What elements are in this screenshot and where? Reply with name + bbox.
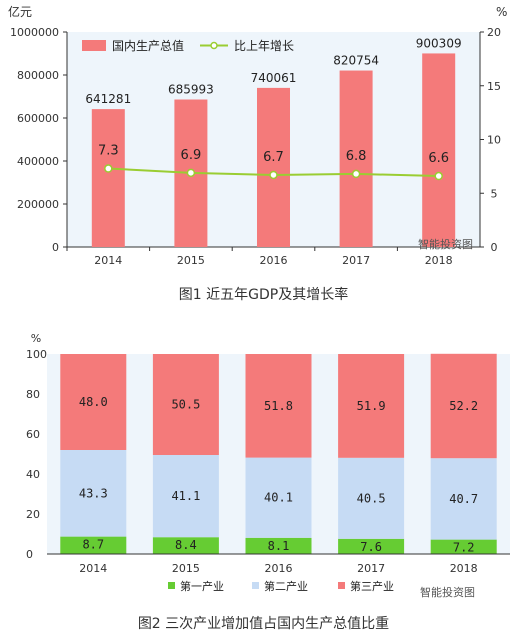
x-tick-label: 2014 [79,562,107,575]
y2-tick-label: 10 [487,134,501,147]
x-tick-label: 2014 [94,254,122,267]
share-bar-segment [430,539,497,554]
share-bar-segment [60,536,127,554]
legend-swatch [252,582,259,589]
y-tick-label: 0 [52,241,59,254]
legend-line-label: 比上年增长 [234,39,294,53]
y-tick-label: 80 [26,388,40,401]
gdp-bar-label: 820754 [333,54,379,68]
share-bar-segment [60,354,127,450]
growth-label: 6.9 [181,148,202,163]
y-tick-label: 40 [26,468,40,481]
share-value-label: 50.5 [171,398,200,412]
figure-caption: 图1 近五年GDP及其增长率 [178,287,349,303]
watermark: 智能投资图 [420,586,475,599]
share-value-label: 7.6 [360,540,382,554]
growth-point [186,168,196,178]
gdp-bar [422,53,456,247]
watermark: 智能投资图 [418,238,473,251]
share-bar-segment [430,353,497,459]
share-bar-segment [245,354,312,458]
growth-point [269,170,278,180]
gdp-bar-label: 900309 [416,36,462,50]
y-axis-unit: % [31,332,41,345]
y2-tick-label: 5 [491,187,498,200]
share-bar-segment [430,458,497,540]
y-tick-label: 1000000 [10,26,59,39]
growth-label: 6.6 [428,151,449,166]
x-tick-label: 2016 [265,562,293,575]
growth-label: 6.8 [346,149,367,164]
legend-label: 第一产业 [180,579,224,593]
gdp-bar-label: 685993 [168,83,214,97]
growth-point [351,169,361,179]
x-tick-label: 2018 [425,254,453,267]
legend-bar-swatch [82,40,106,51]
gdp-bar [339,70,373,247]
share-value-label: 51.9 [357,399,386,413]
share-bar-segment [60,450,127,537]
legend-bar-label: 国内生产总值 [112,38,184,53]
growth-point [104,164,113,173]
x-tick-label: 2018 [450,562,478,575]
y-tick-label: 800000 [17,69,59,82]
gdp-chart-svg: 0 200000 400000 600000 800000 1000000 0 5 10 15 20… [8,4,507,267]
x-tick-label: 2017 [357,562,385,575]
y-tick-label: 200000 [17,198,59,211]
share-bar-segment [245,537,312,554]
gdp-bar-label: 740061 [251,71,297,85]
share-bar-segment [152,354,219,455]
share-value-label: 51.8 [264,399,293,413]
legend-label: 第二产业 [264,579,308,593]
share-bar-segment [338,354,405,458]
share-value-label: 40.5 [357,491,386,505]
growth-point [434,171,443,181]
share-bar-segment [338,457,405,539]
x-tick-label: 2016 [260,254,288,267]
legend-label: 第三产业 [350,579,394,593]
share-bar-segment [338,538,405,554]
y-tick-label: 400000 [17,155,59,168]
industry-share-chart-svg: 0 20 40 60 80 100% 8.7 43.3 48.0 8.4 41.1 50.5 8.1 40… [26,332,510,593]
share-value-label: 40.7 [449,492,478,506]
share-value-label: 8.7 [82,538,104,552]
y-tick-label: 60 [26,428,40,441]
x-tick-label: 2015 [172,562,200,575]
gdp-bar-label: 641281 [85,92,131,106]
x-tick-label: 2015 [177,254,205,267]
share-value-label: 8.1 [268,539,290,553]
growth-label: 6.7 [263,150,284,165]
legend-swatch [168,582,175,589]
figure-caption: 图2 三次产业增加值占国内生产总值比重 [137,616,390,632]
y-tick-label: 600000 [17,112,59,125]
share-bar-segment [152,455,219,538]
industry-share-chart: 0 20 40 60 80 100% 8.7 43.3 48.0 8.4 41.1 50.5 8.1 40… [0,318,527,638]
legend-swatch [338,582,345,589]
share-value-label: 40.1 [264,491,293,505]
y2-tick-label: 20 [487,26,501,39]
y-tick-label: 0 [26,548,33,561]
share-value-label: 48.0 [79,395,108,409]
share-value-label: 43.3 [79,486,108,500]
gdp-bar [257,87,290,247]
share-bar-segment [245,457,312,538]
y2-tick-label: 0 [491,241,498,254]
growth-label: 7.3 [98,144,119,159]
y2-tick-label: 15 [487,80,501,93]
share-value-label: 52.2 [449,399,478,413]
share-value-label: 41.1 [171,489,200,503]
y-axis-unit: 亿元 [8,4,32,19]
share-bar-segment [152,537,219,554]
share-value-label: 8.4 [175,538,197,552]
legend-line-marker [210,41,218,50]
share-value-label: 7.2 [453,541,475,555]
gdp-chart: 0 200000 400000 600000 800000 1000000 0 5 10 15 20… [0,0,527,310]
gdp-bar [91,109,125,247]
y-tick-label: 100 [26,348,47,361]
y-tick-label: 20 [26,508,40,521]
x-tick-label: 2017 [342,254,370,267]
y2-axis-unit: % [496,5,507,19]
